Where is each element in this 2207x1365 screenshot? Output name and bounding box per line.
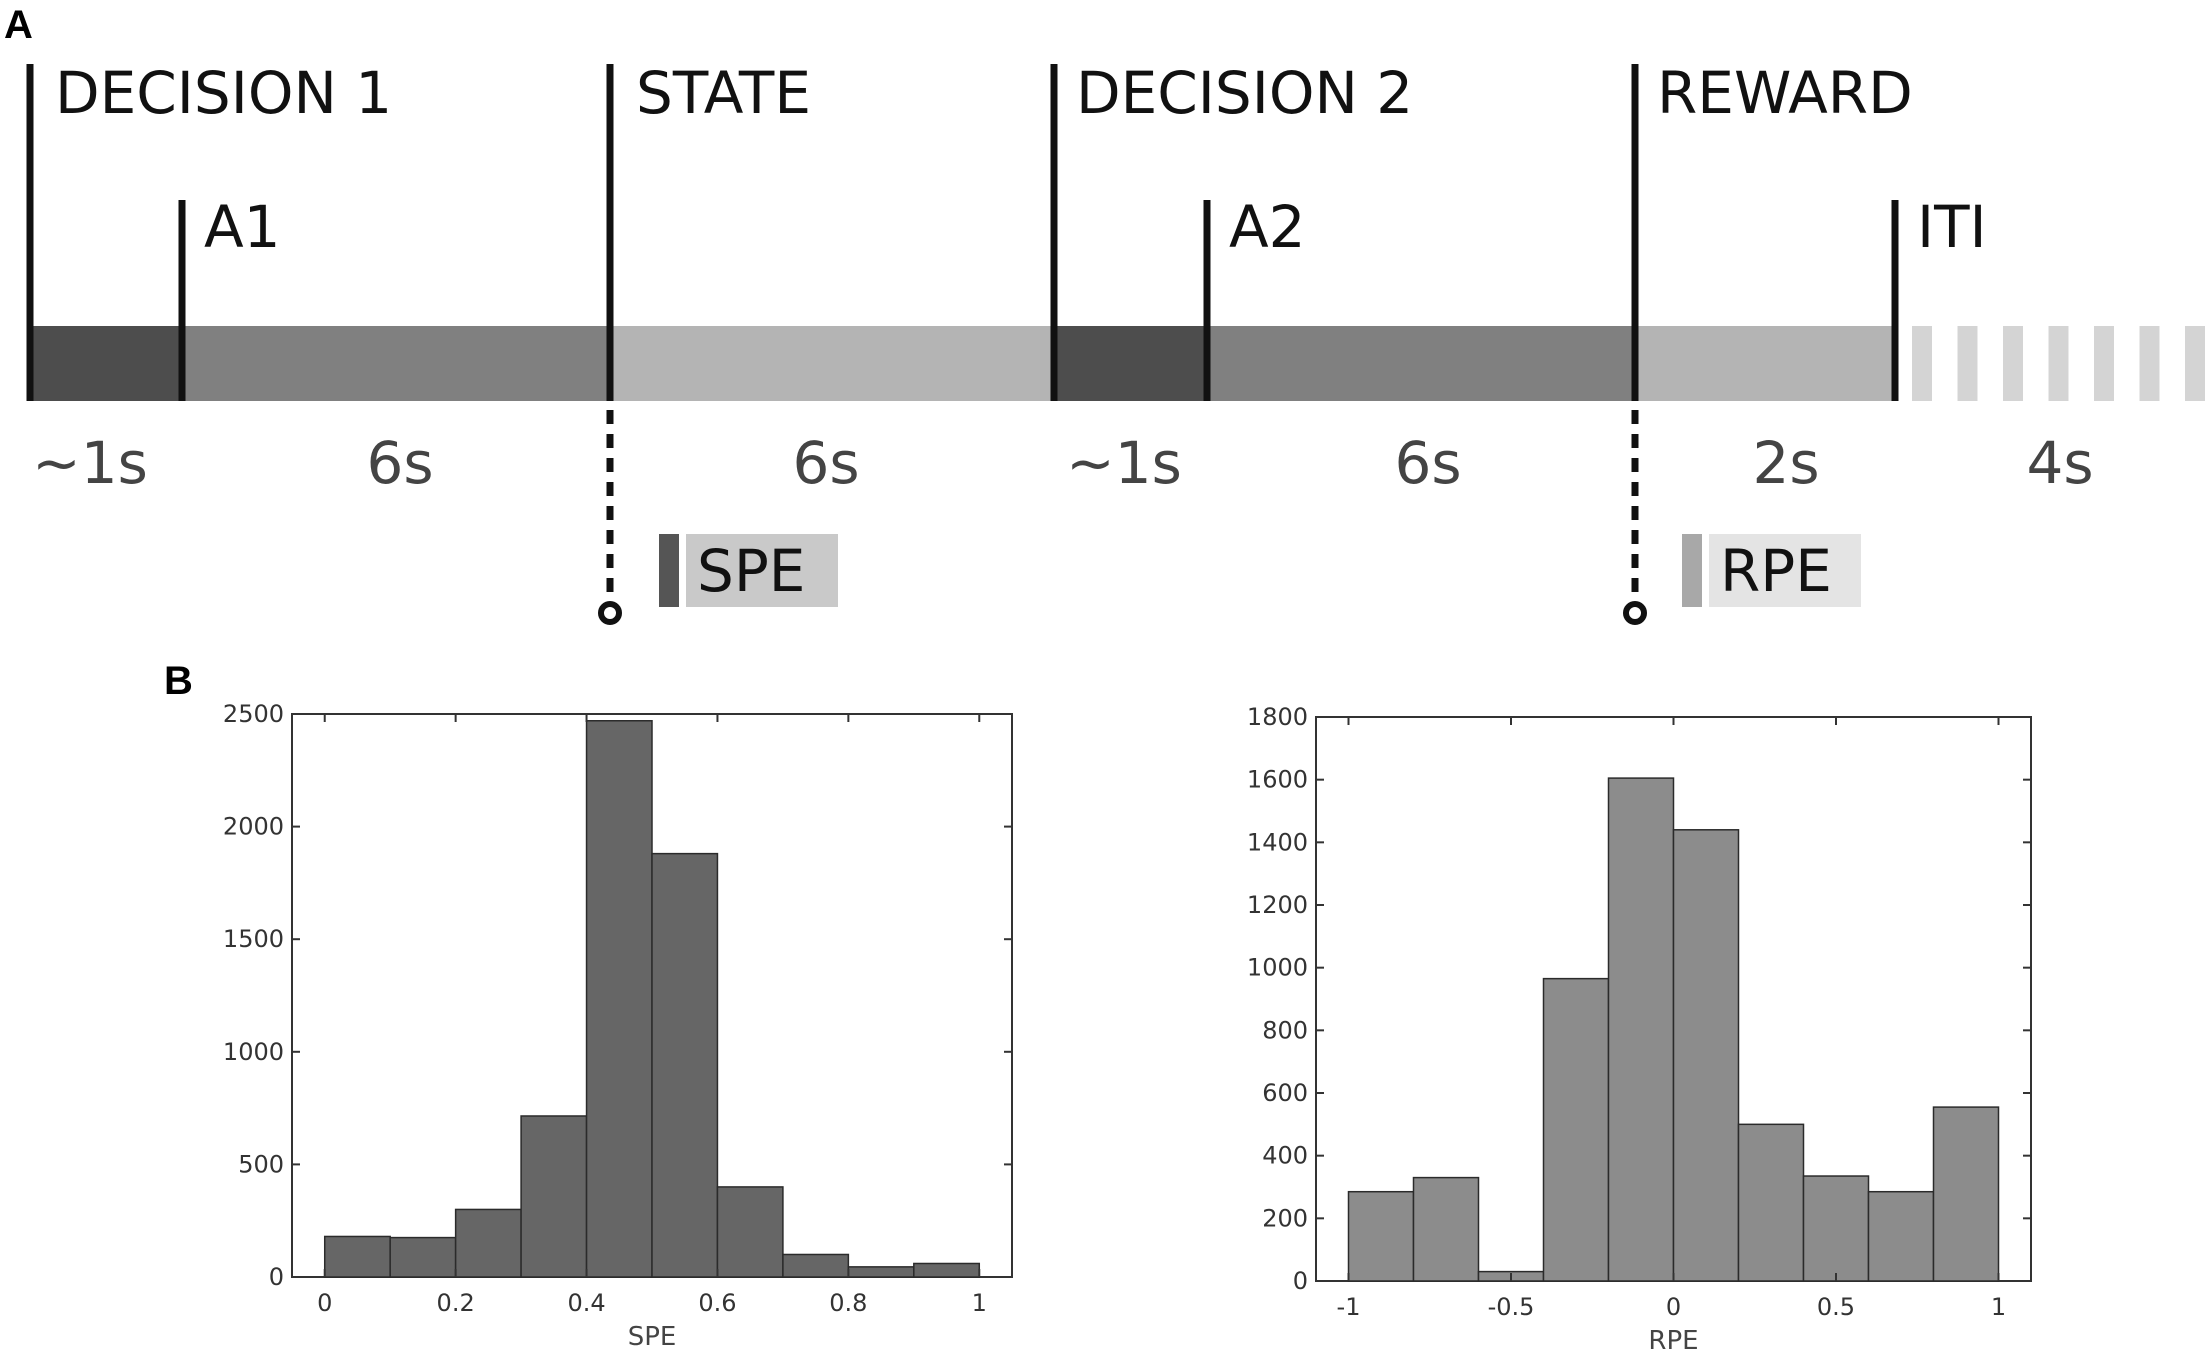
rpe-tag-stripe bbox=[1682, 534, 1702, 607]
segment-iti-dashed bbox=[1912, 326, 2205, 401]
duration-label-decision2: ~1s bbox=[1066, 429, 1182, 497]
segment-decision2 bbox=[1054, 326, 1207, 401]
duration-label-a2: 6s bbox=[1394, 429, 1461, 497]
histogram-bar bbox=[520, 1115, 588, 1278]
y-tick-label: 1000 bbox=[1247, 954, 1308, 982]
y-tick-label: 1600 bbox=[1247, 766, 1308, 794]
y-tick-label: 1000 bbox=[223, 1038, 284, 1066]
x-axis-label: SPE bbox=[628, 1322, 677, 1352]
panel-b-letter: B bbox=[164, 659, 193, 703]
y-tick-label: 500 bbox=[238, 1150, 284, 1178]
rpe-tag-label: RPE bbox=[1720, 537, 1832, 605]
y-tick-label: 1500 bbox=[223, 925, 284, 953]
iti-dash bbox=[2003, 326, 2023, 401]
histogram-bar bbox=[1347, 1190, 1415, 1282]
x-tick-label: 1 bbox=[972, 1289, 987, 1317]
x-tick-label: 0.4 bbox=[567, 1289, 605, 1317]
iti-dash bbox=[2185, 326, 2205, 401]
y-tick-label: 400 bbox=[1262, 1142, 1308, 1170]
y-tick-label: 1400 bbox=[1247, 828, 1308, 856]
histogram-bar bbox=[1542, 977, 1610, 1282]
histogram-bar bbox=[323, 1235, 391, 1278]
y-tick-label: 200 bbox=[1262, 1204, 1308, 1232]
x-tick-label: -0.5 bbox=[1488, 1293, 1535, 1321]
histogram-bar bbox=[716, 1186, 784, 1278]
segment-action2 bbox=[1207, 326, 1635, 401]
phase-label-decision2: DECISION 2 bbox=[1076, 59, 1413, 127]
x-tick-label: 0.5 bbox=[1817, 1293, 1855, 1321]
histogram-bar bbox=[847, 1266, 915, 1278]
phase-label-a1: A1 bbox=[204, 193, 281, 261]
segment-decision1 bbox=[30, 326, 182, 401]
panel-a-letter: A bbox=[4, 3, 33, 47]
segment-reward bbox=[1635, 326, 1895, 401]
iti-dash bbox=[2139, 326, 2160, 401]
y-tick-label: 1800 bbox=[1247, 703, 1308, 731]
histogram-bar bbox=[454, 1208, 522, 1278]
y-tick-label: 600 bbox=[1262, 1079, 1308, 1107]
spe-tag: SPE bbox=[659, 534, 838, 607]
x-axis-label: RPE bbox=[1648, 1326, 1698, 1356]
timeline-bar bbox=[30, 326, 2205, 401]
segment-action1 bbox=[182, 326, 610, 401]
histogram-bar bbox=[782, 1253, 850, 1278]
y-tick-label: 800 bbox=[1262, 1016, 1308, 1044]
y-tick-label: 0 bbox=[1293, 1267, 1308, 1295]
x-tick-label: 0 bbox=[317, 1289, 332, 1317]
histogram-bar bbox=[585, 720, 653, 1278]
phase-label-decision1: DECISION 1 bbox=[55, 59, 392, 127]
duration-label-iti: 4s bbox=[2026, 429, 2093, 497]
y-tick-label: 0 bbox=[269, 1263, 284, 1291]
duration-label-state: 6s bbox=[792, 429, 859, 497]
histogram-bar bbox=[1802, 1175, 1870, 1282]
spe-event-marker bbox=[598, 410, 622, 625]
rpe-tag-box bbox=[1709, 534, 1861, 607]
rpe-tag: RPE bbox=[1682, 534, 1861, 607]
histogram-bar bbox=[389, 1236, 457, 1278]
histogram-bar bbox=[1412, 1176, 1480, 1282]
histogram-bar bbox=[1737, 1123, 1805, 1282]
rpe-event-marker bbox=[1623, 410, 1647, 625]
x-tick-label: 0.8 bbox=[829, 1289, 867, 1317]
duration-label-a1: 6s bbox=[366, 429, 433, 497]
iti-dash bbox=[2048, 326, 2069, 401]
duration-label-reward: 2s bbox=[1752, 429, 1819, 497]
iti-dash bbox=[2094, 326, 2114, 401]
x-tick-label: 0.6 bbox=[698, 1289, 736, 1317]
spe-histogram: 0 500 1000 1500 2000 2500 0 0.2 0.4 0.6 0.8 1 SPE bbox=[223, 700, 1013, 1352]
histogram-bar bbox=[1932, 1106, 2000, 1282]
x-tick-label: -1 bbox=[1337, 1293, 1361, 1321]
histogram-bar bbox=[1607, 777, 1675, 1282]
rpe-onset-circle bbox=[1623, 601, 1647, 625]
y-tick-label: 2000 bbox=[223, 813, 284, 841]
segment-state bbox=[610, 326, 1054, 401]
y-tick-label: 1200 bbox=[1247, 891, 1308, 919]
iti-dash bbox=[1912, 326, 1932, 401]
phase-onset-lines bbox=[26, 64, 1899, 401]
iti-dash bbox=[1957, 326, 1978, 401]
histogram-bar bbox=[1672, 829, 1740, 1282]
phase-label-reward: REWARD bbox=[1657, 59, 1913, 127]
phase-label-state: STATE bbox=[636, 59, 811, 127]
duration-label-decision1: ~1s bbox=[32, 429, 148, 497]
y-tick-label: 2500 bbox=[223, 700, 284, 728]
histogram-bar bbox=[1867, 1190, 1935, 1282]
spe-tag-box bbox=[686, 534, 838, 607]
histogram-bar bbox=[913, 1262, 981, 1278]
spe-tag-stripe bbox=[659, 534, 679, 607]
spe-tag-label: SPE bbox=[697, 537, 805, 605]
x-tick-label: 0 bbox=[1666, 1293, 1681, 1321]
x-tick-label: 0.2 bbox=[437, 1289, 475, 1317]
phase-label-iti: ITI bbox=[1917, 193, 1987, 261]
x-tick-label: 1 bbox=[1991, 1293, 2006, 1321]
spe-onset-circle bbox=[598, 601, 622, 625]
phase-label-a2: A2 bbox=[1229, 193, 1306, 261]
rpe-histogram: 0 200 400 600 800 1000 1200 1400 1600 1800 -1 -0.5 0… bbox=[1247, 703, 2032, 1356]
histogram-bar bbox=[651, 852, 719, 1278]
